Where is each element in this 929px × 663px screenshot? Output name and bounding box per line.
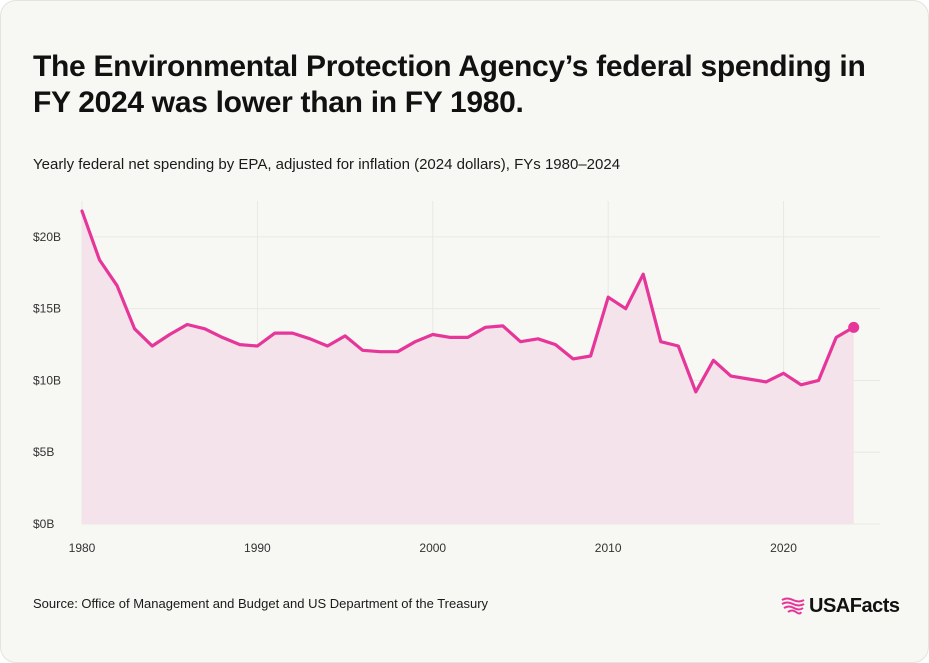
page-title: The Environmental Protection Agency’s fe…: [33, 50, 866, 119]
data-point: [308, 337, 311, 340]
data-point: [151, 344, 154, 347]
data-point: [361, 349, 364, 352]
axis-layer: $0B $5B $10B $15B $20B 1980 1990 2000 2010 2020: [33, 230, 797, 555]
data-point: [519, 340, 522, 343]
y-tick-label: $20B: [33, 230, 61, 244]
brand-logo: USAFacts: [781, 593, 900, 619]
data-point: [80, 209, 83, 212]
y-tick-label: $10B: [33, 373, 61, 387]
data-point: [536, 337, 539, 340]
data-point: [764, 380, 767, 383]
data-point: [694, 390, 697, 393]
x-tick-label: 2020: [770, 541, 797, 555]
data-point: [799, 383, 802, 386]
series-area: [82, 211, 854, 524]
data-point: [571, 357, 574, 360]
data-point: [221, 336, 224, 339]
data-point: [168, 333, 171, 336]
data-point: [677, 344, 680, 347]
data-point: [589, 354, 592, 357]
data-point: [712, 359, 715, 362]
data-point: [642, 273, 645, 276]
data-point: [98, 258, 101, 261]
data-point: [379, 350, 382, 353]
data-point: [466, 336, 469, 339]
data-point: [133, 327, 136, 330]
data-point: [729, 375, 732, 378]
data-point: [256, 344, 259, 347]
data-point: [501, 324, 504, 327]
data-point: [203, 327, 206, 330]
x-tick-label: 2010: [595, 541, 622, 555]
data-point: [291, 331, 294, 334]
data-point: [186, 323, 189, 326]
data-point: [396, 350, 399, 353]
data-point: [554, 343, 557, 346]
data-point: [607, 296, 610, 299]
data-point: [431, 333, 434, 336]
data-point: [484, 326, 487, 329]
data-point: [343, 334, 346, 337]
data-point: [817, 379, 820, 382]
data-point: [414, 340, 417, 343]
line-layer: [80, 209, 860, 394]
flag-icon: [781, 597, 805, 615]
data-point: [659, 340, 662, 343]
x-tick-label: 1990: [244, 541, 271, 555]
x-tick-label: 2000: [419, 541, 446, 555]
data-point: [747, 377, 750, 380]
data-point: [238, 343, 241, 346]
chart-subtitle: Yearly federal net spending by EPA, adju…: [33, 156, 621, 173]
y-tick-label: $15B: [33, 302, 61, 316]
area-layer: [82, 211, 854, 524]
data-point: [782, 372, 785, 375]
source-note: Source: Office of Management and Budget …: [33, 596, 489, 611]
data-point: [326, 344, 329, 347]
data-point: [835, 336, 838, 339]
x-tick-label: 1980: [69, 541, 96, 555]
series-line: [80, 209, 856, 394]
last-data-point: [848, 321, 860, 333]
y-tick-label: $0B: [33, 517, 54, 531]
data-point: [449, 336, 452, 339]
y-tick-label: $5B: [33, 445, 54, 459]
data-point: [624, 307, 627, 310]
data-point: [115, 284, 118, 287]
data-point: [273, 331, 276, 334]
brand-name: USAFacts: [809, 594, 900, 617]
